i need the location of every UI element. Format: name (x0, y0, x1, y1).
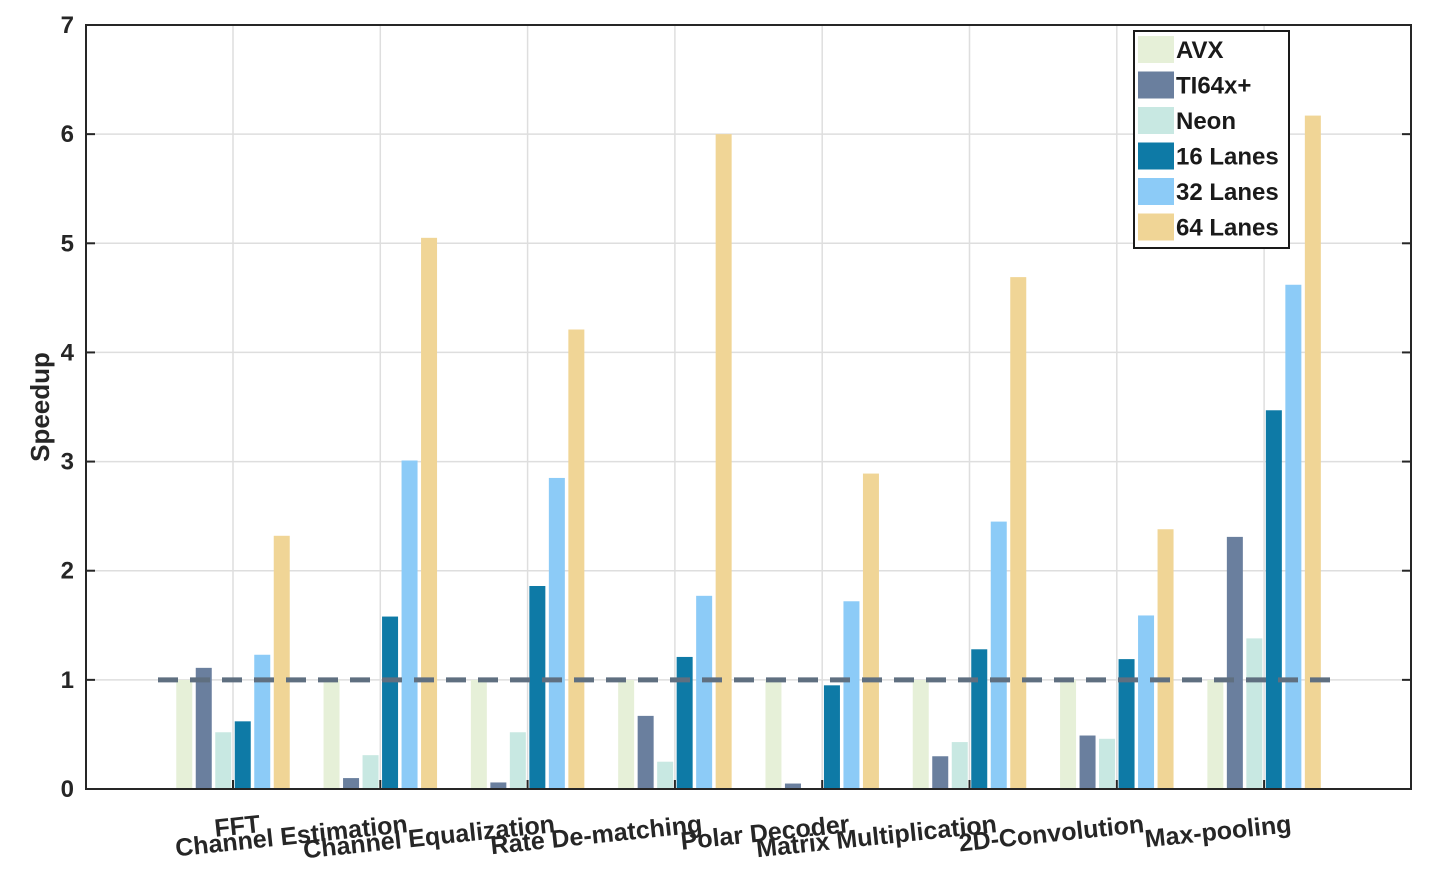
bar-32-lanes-max-pooling (1285, 284, 1302, 789)
bar-neon-channel-estimation (362, 755, 379, 789)
bar-64-lanes-max-pooling (1304, 115, 1321, 790)
bar-ti64x--max-pooling (1226, 536, 1243, 789)
bar-neon-matrix-multiplication (951, 742, 968, 789)
bar-ti64x--polar-decoder (784, 783, 801, 789)
bar-32-lanes-fft (254, 654, 271, 789)
y-tick-label: 3 (61, 449, 74, 476)
bar-avx-2d-convolution (1060, 679, 1077, 789)
legend: AVX TI64x+ Neon 16 Lanes 32 Lanes 64 Lanes (1133, 30, 1290, 249)
legend-label: 16 Lanes (1176, 144, 1279, 171)
legend-swatch (1138, 36, 1174, 63)
bar-32-lanes-2d-convolution (1138, 615, 1155, 789)
y-tick-label: 1 (61, 667, 74, 694)
bar-ti64x--channel-equalization (490, 782, 507, 789)
bar-16-lanes-max-pooling (1265, 410, 1282, 789)
bar-32-lanes-polar-decoder (843, 601, 860, 789)
legend-swatch (1138, 107, 1174, 134)
legend-label: 64 Lanes (1176, 215, 1279, 242)
bars-group (176, 115, 1321, 790)
bar-16-lanes-channel-equalization (529, 585, 546, 789)
bar-neon-channel-equalization (509, 732, 526, 789)
bar-avx-fft (176, 679, 193, 789)
legend-label: TI64x+ (1176, 73, 1251, 100)
legend-label: AVX (1176, 37, 1224, 64)
bar-64-lanes-channel-equalization (568, 329, 585, 789)
legend-swatch (1138, 71, 1174, 99)
y-tick-label: 6 (61, 121, 74, 148)
legend-swatch (1138, 142, 1174, 170)
x-tick-label: Max-pooling (1143, 810, 1292, 853)
bar-64-lanes-matrix-multiplication (1010, 277, 1027, 789)
bar-neon-rate-de-matching (657, 761, 674, 789)
bar-16-lanes-channel-estimation (382, 616, 399, 789)
bar-16-lanes-polar-decoder (823, 685, 840, 789)
bar-64-lanes-channel-estimation (421, 237, 438, 790)
bar-ti64x--channel-estimation (343, 778, 360, 789)
bar-ti64x--fft (195, 667, 212, 789)
bar-avx-max-pooling (1207, 679, 1224, 789)
legend-box (1133, 30, 1290, 249)
bar-avx-channel-estimation (323, 679, 340, 789)
x-tick-label: FFT (213, 810, 262, 843)
bar-64-lanes-fft (273, 535, 290, 789)
legend-label: 32 Lanes (1176, 179, 1279, 206)
y-tick-label: 0 (61, 776, 74, 803)
legend-label: Neon (1176, 108, 1236, 135)
y-tick-label: 7 (61, 12, 74, 39)
y-tick-label: 5 (61, 230, 74, 257)
bar-64-lanes-2d-convolution (1157, 529, 1174, 789)
bar-avx-matrix-multiplication (912, 679, 929, 789)
bar-avx-rate-de-matching (618, 679, 635, 789)
bar-16-lanes-matrix-multiplication (971, 649, 988, 789)
bar-64-lanes-rate-de-matching (715, 134, 732, 790)
bar-avx-polar-decoder (765, 679, 782, 789)
bar-neon-fft (215, 732, 232, 789)
bar-32-lanes-channel-equalization (548, 477, 565, 789)
plot-frame (85, 24, 1412, 790)
y-tick-label: 2 (61, 558, 74, 585)
bar-ti64x--rate-de-matching (637, 715, 654, 789)
bar-32-lanes-matrix-multiplication (990, 521, 1007, 789)
bar-32-lanes-rate-de-matching (696, 595, 713, 789)
bar-32-lanes-channel-estimation (401, 460, 418, 789)
bar-neon-max-pooling (1246, 638, 1263, 789)
bar-ti64x--matrix-multiplication (932, 756, 949, 789)
y-axis-label: Speedup (25, 352, 55, 462)
y-axis-ticks: 0 1 2 3 4 5 6 7 (61, 12, 1411, 803)
y-tick-label: 4 (61, 339, 75, 366)
bar-neon-2d-convolution (1099, 738, 1116, 789)
bar-16-lanes-rate-de-matching (676, 656, 693, 789)
legend-swatch (1138, 213, 1174, 241)
bar-ti64x--2d-convolution (1079, 735, 1096, 789)
bar-64-lanes-polar-decoder (862, 473, 879, 789)
bar-avx-channel-equalization (470, 679, 487, 789)
bar-16-lanes-fft (234, 721, 251, 789)
legend-swatch (1138, 178, 1174, 205)
bar-16-lanes-2d-convolution (1118, 659, 1135, 789)
